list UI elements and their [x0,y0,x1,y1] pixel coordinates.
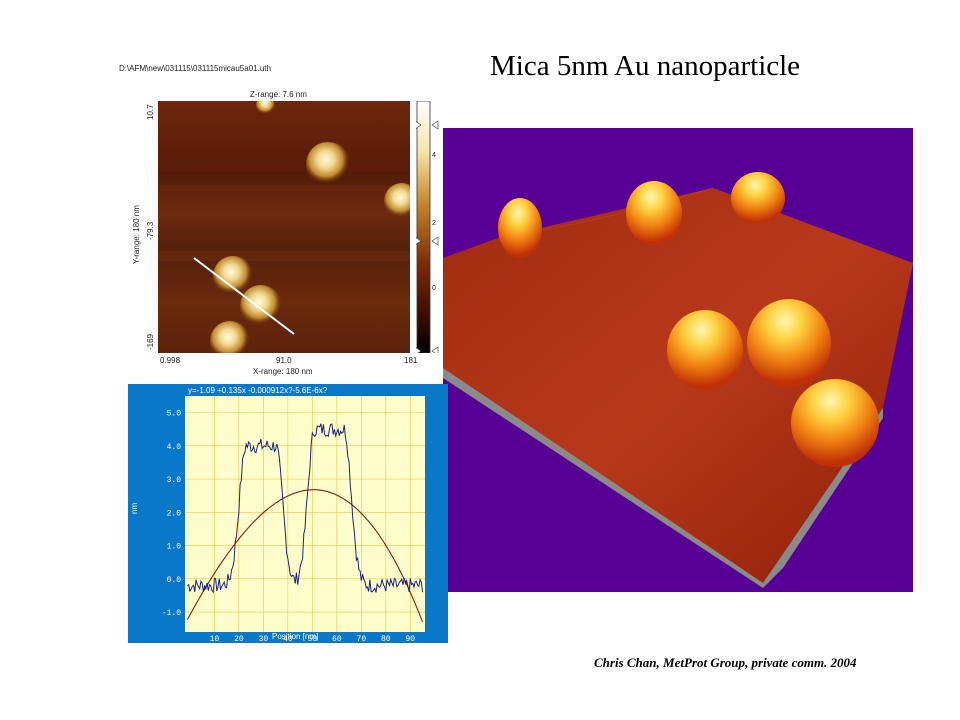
slide-title: Mica 5nm Au nanoparticle [490,50,801,82]
line-profile-plot: 5.0 4.0 3.0 2.0 1.0 0.0 -1.0 10 20 30 40 50 60 70 80 9… [128,384,448,643]
colorbar-tick: 2 [432,220,436,227]
afm-file-path: D:\AFM\new\031115\031115micau5a01.uth [119,64,271,73]
y-tick: 10.7 [146,104,155,120]
nanoparticle [210,321,250,353]
height-colorbar [416,101,439,353]
nanoparticle-3d [791,379,879,467]
nanoparticle [213,256,253,296]
profile-y-label: nm [130,502,139,514]
profile-x-tick: 30 [259,635,269,643]
profile-y-tick: 1.0 [167,543,182,552]
profile-x-tick: 40 [283,635,293,643]
profile-y-ticks: 5.0 4.0 3.0 2.0 1.0 0.0 -1.0 [162,410,181,618]
x-range-label: X-range: 180 nm [253,367,313,376]
profile-x-tick: 60 [332,635,342,643]
afm-3d-surface [443,128,913,592]
profile-x-tick: 20 [234,635,244,643]
profile-y-tick: 3.0 [167,476,182,485]
x-tick: 181 [404,356,418,365]
nanoparticle [306,142,350,186]
nanoparticle-3d [498,198,542,258]
y-range-label: Y-range: 180 nm [132,205,141,264]
credit-line: Chris Chan, MetProt Group, private comm.… [594,655,857,670]
profile-x-tick: 90 [406,635,416,643]
nanoparticle [256,101,276,115]
fit-equation: y=-1.09 +0.135x -0.000912x?-5.6E-6x? [188,386,328,395]
profile-y-tick: 4.0 [167,443,182,452]
polynomial-fit-curve [186,489,424,623]
profile-y-tick: 0.0 [167,576,182,585]
colorbar-tick: 4 [432,152,436,159]
height-profile-curve [187,423,424,594]
x-tick: 0.998 [160,356,181,365]
y-tick: -169 [146,333,155,350]
y-tick: -79.3 [146,221,155,240]
plot-grid [185,396,425,632]
profile-x-label: Position [nm] [272,632,319,641]
afm-topography-image [158,101,410,353]
nanoparticle-3d [731,172,785,224]
nanoparticle-3d [667,310,743,390]
colorbar-tick: 0 [432,285,436,292]
profile-x-tick: 50 [308,635,318,643]
plot-area [185,396,425,632]
profile-y-tick: -1.0 [162,609,181,618]
profile-x-tick: 10 [210,635,220,643]
nanoparticle-3d [626,181,682,245]
profile-line-marker [193,257,295,335]
x-tick: 91.0 [276,356,292,365]
profile-x-ticks: 10 20 30 40 50 60 70 80 90 [210,635,416,643]
z-range-label: Z-range: 7.6 nm [250,90,307,99]
profile-x-tick: 80 [381,635,391,643]
profile-x-tick: 70 [357,635,367,643]
profile-y-tick: 5.0 [167,410,182,419]
nanoparticle-3d [747,299,831,387]
nanoparticle [384,183,410,219]
profile-y-tick: 2.0 [167,509,182,518]
